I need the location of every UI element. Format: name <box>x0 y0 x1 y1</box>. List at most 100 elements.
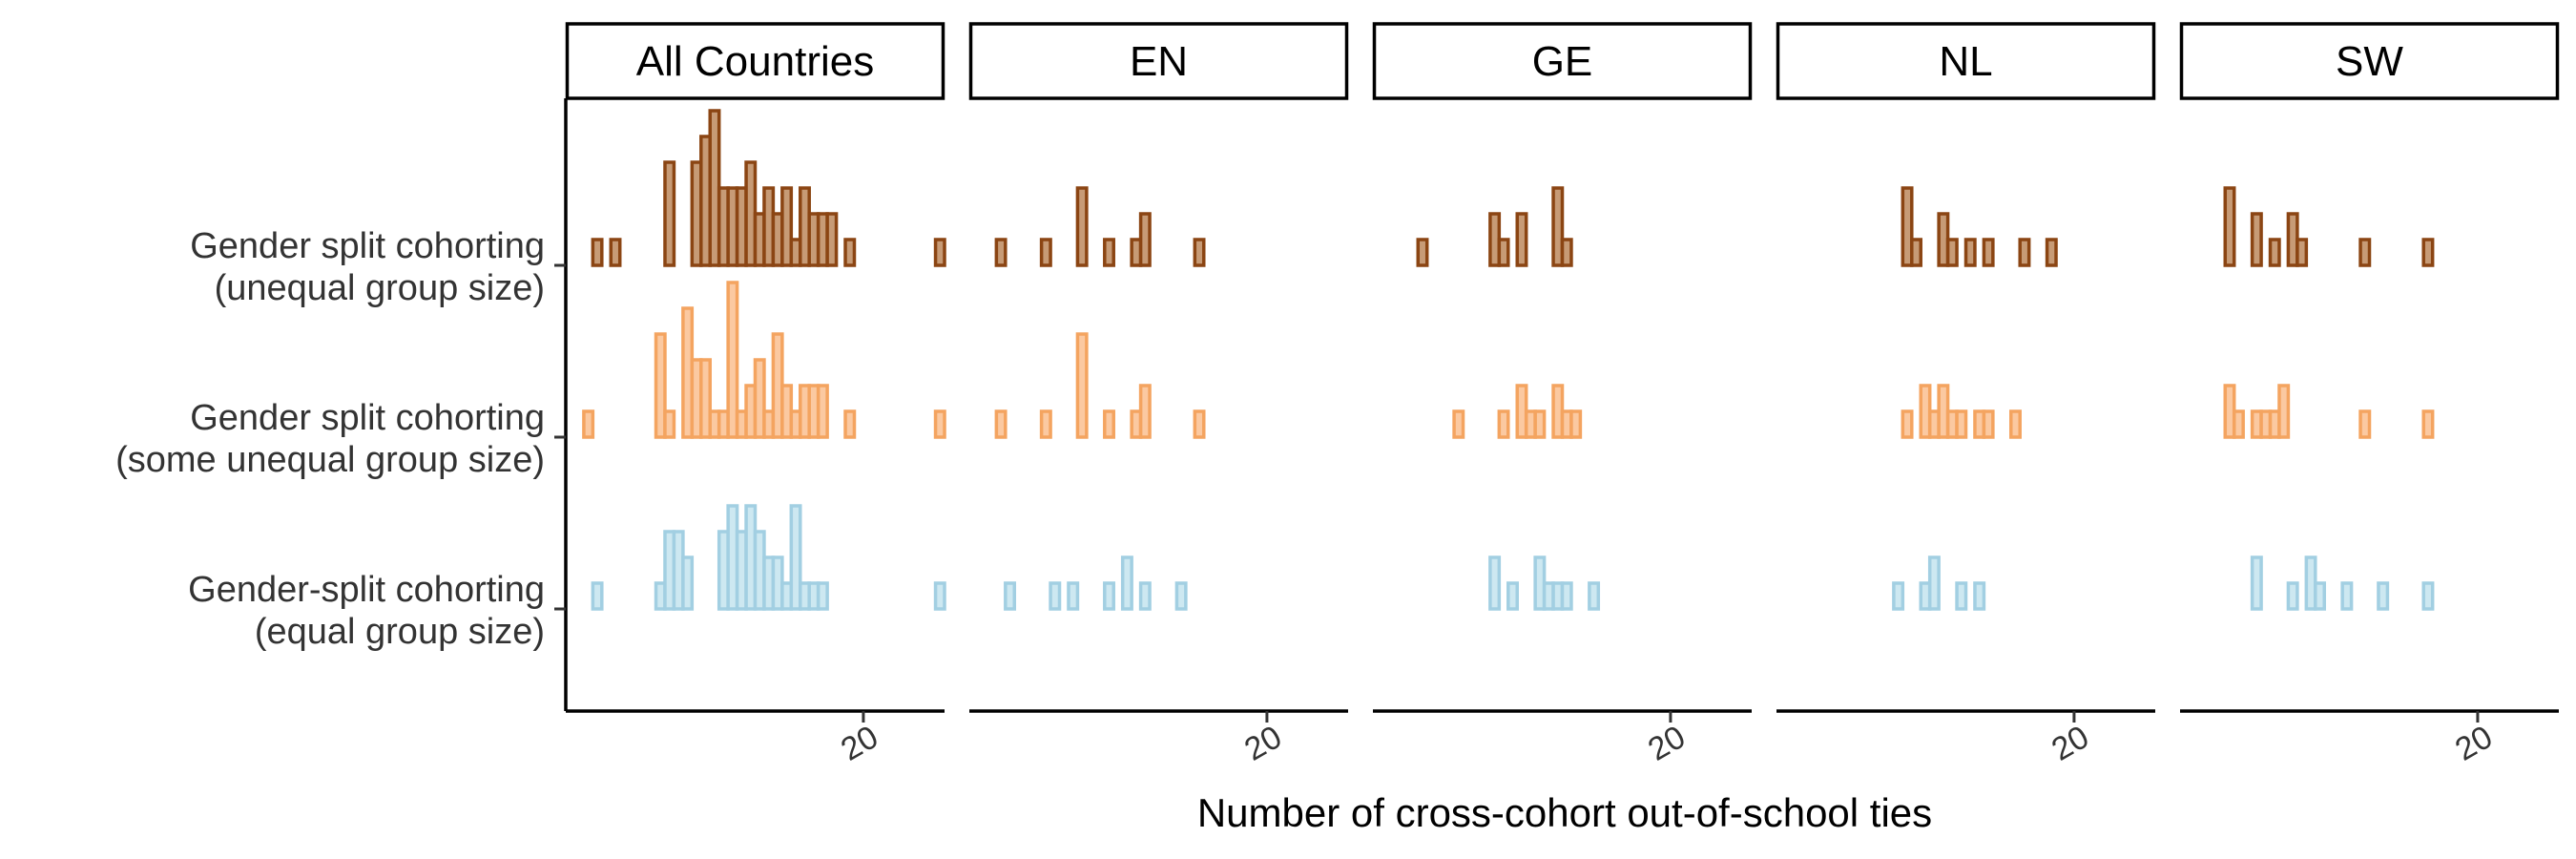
bin-en-equal <box>1103 581 1115 611</box>
bin-all-countries-equal <box>933 581 946 611</box>
bin-ge-some <box>1533 409 1547 439</box>
bin-sw-some <box>2232 409 2245 439</box>
y-axis-labels: Gender split cohorting (unequal group siz… <box>115 226 545 652</box>
bin-nl-unequal <box>1945 238 1959 267</box>
bin-ge-unequal <box>1515 212 1528 267</box>
bin-all-countries-some <box>843 409 857 439</box>
bin-sw-some <box>2277 384 2291 439</box>
bin-all-countries-unequal <box>933 238 946 267</box>
facet-strips: All Countries EN GE NL SW <box>565 22 2560 100</box>
bin-all-countries-unequal <box>843 238 857 267</box>
bin-nl-equal <box>1927 555 1941 611</box>
bin-en-equal <box>1049 581 1062 611</box>
bin-nl-equal <box>1955 581 1968 611</box>
bin-en-equal <box>1174 581 1188 611</box>
bin-en-equal <box>1067 581 1080 611</box>
x-axis-title: Number of cross-cohort out-of-school tie… <box>1197 790 1932 835</box>
bin-sw-equal <box>2340 581 2354 611</box>
x-tick-label-ge: 20 <box>1642 719 1692 768</box>
bin-en-some <box>994 409 1008 439</box>
bin-sw-unequal <box>2223 186 2236 267</box>
bin-en-some <box>1193 409 1206 439</box>
bin-all-countries-some <box>933 409 946 439</box>
bin-all-countries-equal <box>591 581 604 611</box>
bin-ge-unequal <box>1551 186 1565 267</box>
facet-label-all-countries: All Countries <box>636 38 874 85</box>
bin-ge-some <box>1452 409 1465 439</box>
bin-en-unequal <box>1075 186 1089 267</box>
bin-all-countries-unequal <box>591 238 604 267</box>
bin-nl-unequal <box>2045 238 2058 267</box>
bin-ge-unequal <box>1497 238 1510 267</box>
bin-nl-equal <box>1973 581 1986 611</box>
bin-en-some <box>1039 409 1052 439</box>
x-tick-label-all-countries: 20 <box>835 719 884 768</box>
bin-all-countries-unequal <box>663 160 676 267</box>
bin-sw-unequal <box>2296 238 2309 267</box>
bin-en-unequal <box>1039 238 1052 267</box>
bin-en-unequal <box>1103 238 1115 267</box>
bin-en-some <box>1075 332 1089 439</box>
bin-en-unequal <box>994 238 1008 267</box>
bin-all-countries-equal <box>789 504 802 611</box>
bin-sw-equal <box>2314 581 2326 611</box>
bin-en-equal <box>1138 581 1152 611</box>
bin-en-equal <box>1004 581 1017 611</box>
bin-nl-some <box>1982 409 1995 439</box>
y-label-unequal: Gender split cohorting (unequal group siz… <box>190 226 545 308</box>
facet-label-sw: SW <box>2336 38 2403 85</box>
facet-strip-en <box>968 22 1349 100</box>
bin-sw-unequal <box>2358 238 2372 267</box>
bin-all-countries-some <box>816 384 829 439</box>
bin-all-countries-unequal <box>825 212 839 267</box>
bin-nl-unequal <box>2018 238 2031 267</box>
bin-nl-unequal <box>1910 238 1922 267</box>
x-tick-label-en: 20 <box>1238 719 1288 768</box>
bin-all-countries-some <box>726 281 739 439</box>
facet-strip-nl <box>1776 22 2156 100</box>
bin-ge-some <box>1569 409 1583 439</box>
bin-sw-equal <box>2286 581 2299 611</box>
bin-nl-unequal <box>1901 186 1914 267</box>
x-tick-label-sw: 20 <box>2449 719 2499 768</box>
bin-all-countries-some <box>753 358 766 439</box>
bin-en-unequal <box>1138 212 1152 267</box>
bin-sw-unequal <box>2268 238 2281 267</box>
bin-sw-unequal <box>2250 212 2263 267</box>
bin-en-some <box>1103 409 1115 439</box>
bin-all-countries-some <box>582 409 595 439</box>
bin-ge-unequal <box>1416 238 1429 267</box>
facet-label-ge: GE <box>1532 38 1593 85</box>
bin-sw-equal <box>2377 581 2390 611</box>
bin-ge-some <box>1497 409 1510 439</box>
bin-nl-some <box>1955 409 1968 439</box>
bin-ge-unequal <box>1560 238 1573 267</box>
bin-ge-equal <box>1506 581 1519 611</box>
bin-en-equal <box>1120 555 1133 611</box>
bin-sw-some <box>2358 409 2372 439</box>
bin-all-countries-some <box>654 332 667 439</box>
bin-nl-unequal <box>1982 238 1995 267</box>
facet-label-nl: NL <box>1939 38 1992 85</box>
bin-sw-some <box>2421 409 2435 439</box>
bin-all-countries-some <box>663 409 676 439</box>
histogram-bars <box>582 109 2435 611</box>
bin-nl-some <box>1901 409 1914 439</box>
bin-nl-equal <box>1892 581 1905 611</box>
y-label-some: Gender split cohorting (some unequal grou… <box>115 398 545 480</box>
facet-strip-all-countries <box>565 22 945 100</box>
bin-sw-equal <box>2250 555 2263 611</box>
bin-all-countries-equal <box>681 555 695 611</box>
bin-all-countries-unequal <box>609 238 622 267</box>
bin-sw-unequal <box>2421 238 2435 267</box>
bin-nl-unequal <box>1963 238 1977 267</box>
bin-en-some <box>1138 384 1152 439</box>
bin-all-countries-unequal <box>780 186 794 267</box>
y-label-equal: Gender-split cohorting (equal group size) <box>188 570 545 652</box>
bin-nl-some <box>2009 409 2022 439</box>
x-tick-label-nl: 20 <box>2046 719 2095 768</box>
bin-all-countries-equal <box>816 581 829 611</box>
bin-ge-equal <box>1560 581 1573 611</box>
facet-strip-ge <box>1372 22 1753 100</box>
